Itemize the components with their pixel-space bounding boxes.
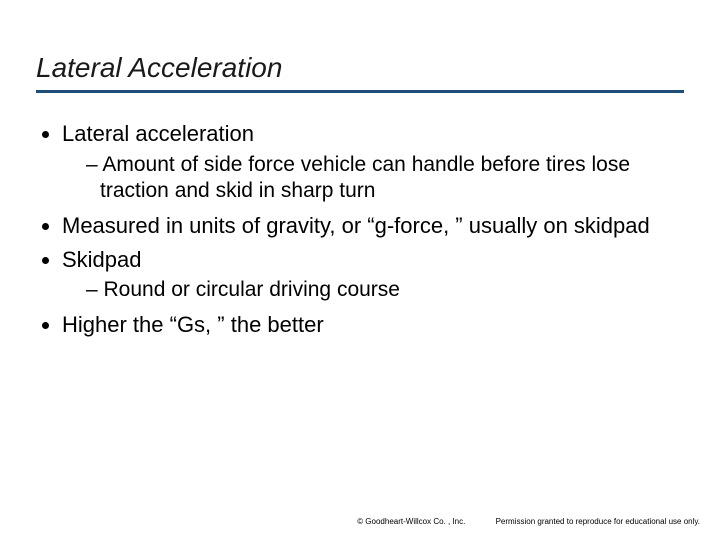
bullet-text: Skidpad <box>62 247 142 272</box>
footer-permission: Permission granted to reproduce for educ… <box>496 517 700 526</box>
bullet-list: Lateral acceleration Amount of side forc… <box>36 120 684 339</box>
slide-title: Lateral Acceleration <box>36 52 684 90</box>
title-block: Lateral Acceleration <box>36 52 684 93</box>
bullet-text: Higher the “Gs, ” the better <box>62 312 324 337</box>
list-item: Skidpad Round or circular driving course <box>62 246 684 304</box>
slide: Lateral Acceleration Lateral acceleratio… <box>0 0 720 540</box>
list-item: Higher the “Gs, ” the better <box>62 311 684 339</box>
slide-body: Lateral acceleration Amount of side forc… <box>36 120 684 345</box>
sub-item: Amount of side force vehicle can handle … <box>86 152 684 205</box>
list-item: Lateral acceleration Amount of side forc… <box>62 120 684 204</box>
list-item: Measured in units of gravity, or “g-forc… <box>62 212 684 240</box>
bullet-text: Measured in units of gravity, or “g-forc… <box>62 213 650 238</box>
footer: © Goodheart-Willcox Co. , Inc. Permissio… <box>329 517 700 526</box>
footer-copyright: © Goodheart-Willcox Co. , Inc. <box>357 517 465 526</box>
sub-list: Amount of side force vehicle can handle … <box>62 152 684 205</box>
sub-item: Round or circular driving course <box>86 277 684 303</box>
title-underline <box>36 90 684 93</box>
bullet-text: Lateral acceleration <box>62 121 254 146</box>
sub-list: Round or circular driving course <box>62 277 684 303</box>
